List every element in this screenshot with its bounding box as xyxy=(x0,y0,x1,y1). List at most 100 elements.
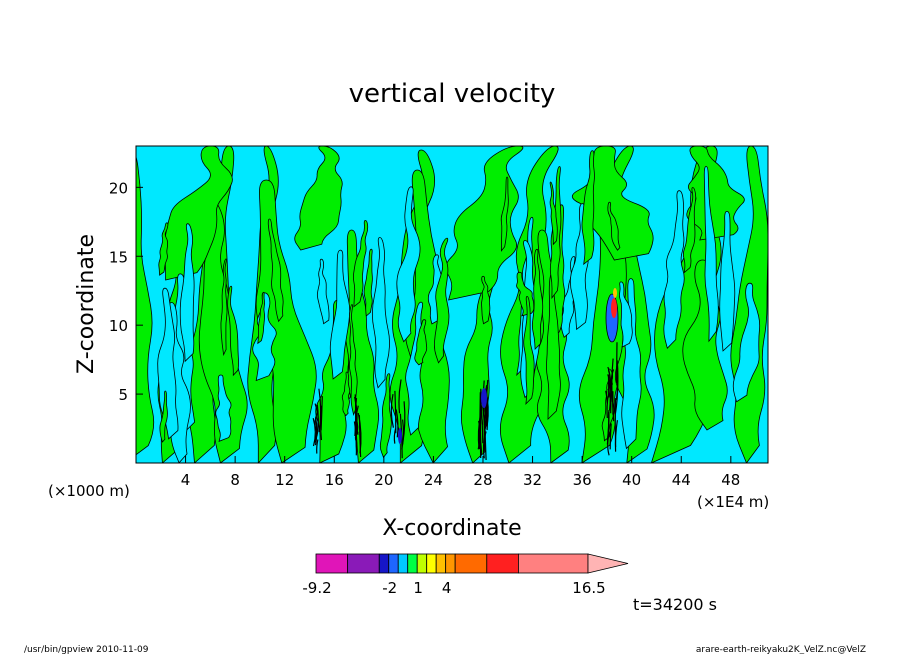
colorbar-swatch xyxy=(486,553,519,574)
colorbar-swatch xyxy=(518,553,589,574)
contour-line xyxy=(314,403,319,437)
x-tick-label: 20 xyxy=(374,471,393,489)
colorbar-tick-label: -2 xyxy=(382,579,397,597)
contour-line xyxy=(395,409,399,438)
x-tick-label: 48 xyxy=(721,471,740,489)
colorbar-swatch xyxy=(407,553,418,574)
contour-region xyxy=(179,223,195,363)
contour-line xyxy=(480,404,484,444)
colorbar-swatch xyxy=(454,553,488,574)
colorbar-swatch xyxy=(426,553,437,574)
contour-region xyxy=(341,371,351,417)
contour-region xyxy=(663,190,685,349)
contour-region xyxy=(619,281,633,348)
colorbar-swatch xyxy=(397,553,409,574)
x-tick-label: 28 xyxy=(473,471,492,489)
contour-region xyxy=(433,237,450,364)
contour-region xyxy=(349,304,358,416)
colorbar-tick-label: 4 xyxy=(442,579,452,597)
chart-title: vertical velocity xyxy=(349,79,556,109)
contour-line xyxy=(393,428,397,444)
contour-region xyxy=(703,165,719,343)
plot-frame xyxy=(135,145,769,464)
contour-region xyxy=(732,282,761,403)
x-tick-label: 44 xyxy=(672,471,691,489)
contour-region xyxy=(719,210,736,352)
y-tick-label: 10 xyxy=(109,317,128,335)
x-tick-label: 36 xyxy=(573,471,592,489)
contour-region xyxy=(549,181,558,246)
contour-line xyxy=(607,366,612,398)
contour-region xyxy=(621,278,642,450)
contour-region xyxy=(396,186,421,343)
contour-region xyxy=(445,146,524,301)
contour-region xyxy=(523,295,535,406)
contour-line xyxy=(358,415,362,458)
colorbar-swatch xyxy=(388,553,399,574)
contour-region xyxy=(257,291,266,345)
x-tick-label: 12 xyxy=(275,471,294,489)
contour-line xyxy=(482,431,487,459)
contour-line xyxy=(606,410,610,441)
contour-region xyxy=(682,187,697,274)
contour-region xyxy=(316,258,330,325)
x-axis: 4 8 12 16 20 24 28 32 36 40 44 48 xyxy=(181,456,740,489)
contour-line xyxy=(607,429,612,456)
contour-line xyxy=(390,393,394,428)
contour-line xyxy=(319,405,322,441)
y-tick-label: 5 xyxy=(118,386,128,404)
contour-region xyxy=(414,319,428,366)
contour-line xyxy=(314,412,318,431)
contour-line xyxy=(316,439,319,454)
velocity-field xyxy=(136,146,768,463)
contour-region xyxy=(159,390,168,443)
updraft-core xyxy=(613,288,617,298)
plot-area xyxy=(135,145,769,464)
colorbar-extend-arrow xyxy=(587,553,629,574)
contour-region xyxy=(531,248,544,351)
contour-region xyxy=(157,287,179,440)
contour-region xyxy=(136,155,155,456)
contour-line xyxy=(610,369,615,385)
contour-line xyxy=(606,393,610,419)
y-tick-label: 20 xyxy=(109,179,128,197)
contour-region xyxy=(371,237,390,389)
x-tick-label: 40 xyxy=(622,471,641,489)
contour-line xyxy=(610,385,614,415)
updraft-core xyxy=(611,298,617,318)
contour-line xyxy=(614,366,619,414)
x-axis-label: X-coordinate xyxy=(382,516,521,541)
colorbar-swatch xyxy=(416,553,428,574)
x-tick-label: 4 xyxy=(181,471,191,489)
footer-left: /usr/bin/gpview 2010-11-09 xyxy=(24,645,149,654)
contour-line xyxy=(354,394,357,437)
colorbar-tick-label: -9.2 xyxy=(302,579,331,597)
colorbar-swatch xyxy=(378,553,390,574)
contour-line xyxy=(484,415,488,426)
x-unit-right: (×1E4 m) xyxy=(697,493,769,511)
contour-region xyxy=(329,249,351,380)
contour-region xyxy=(227,285,239,377)
time-label: t=34200 s xyxy=(633,595,717,614)
y-tick-label: 15 xyxy=(109,248,128,266)
x-unit-left: (×1000 m) xyxy=(48,482,130,500)
contour-region xyxy=(379,373,392,459)
colorbar-swatch xyxy=(315,553,349,574)
contour-region xyxy=(353,219,369,308)
y-axis: 5 10 15 20 xyxy=(109,179,143,404)
contour-region xyxy=(607,201,621,251)
contour-region xyxy=(294,146,343,251)
contour-line xyxy=(609,423,612,450)
contour-region xyxy=(481,275,491,325)
contour-line xyxy=(402,401,406,445)
colorbar: -9.2 -2 1 4 16.5 xyxy=(302,553,629,597)
contour-region xyxy=(363,248,373,317)
contour-line xyxy=(314,417,318,443)
colorbar-tick-label: 16.5 xyxy=(572,579,605,597)
y-axis-label: Z-coordinate xyxy=(74,234,99,374)
contour-region xyxy=(220,258,228,357)
contour-line xyxy=(607,374,611,391)
contour-region xyxy=(500,176,509,252)
contour-region xyxy=(267,218,284,323)
